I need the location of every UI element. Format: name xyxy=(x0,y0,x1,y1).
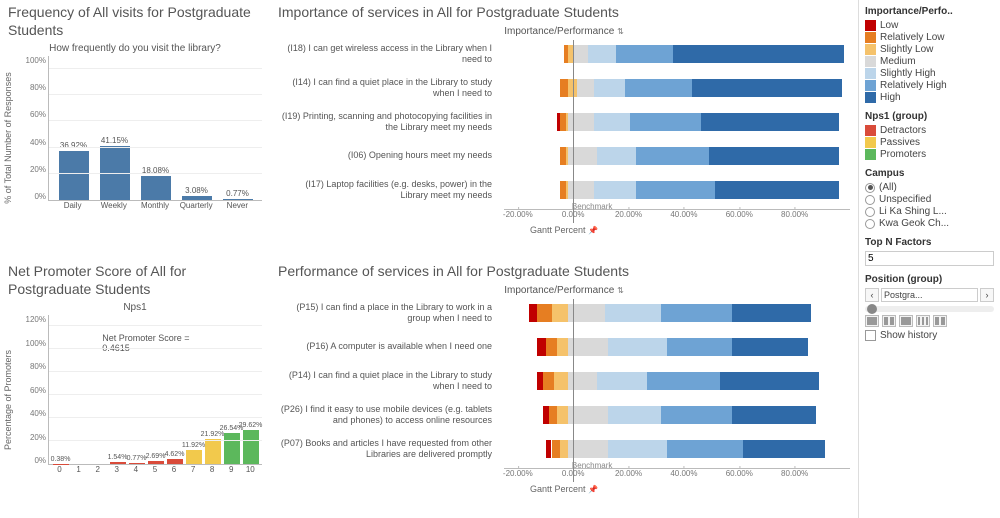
nps-subtitle: Nps1 xyxy=(8,302,262,313)
stack-row-label: (P15) I can find a place in the Library … xyxy=(278,302,498,323)
nps-plot[interactable]: Net Promoter Score = 0.4615 0.38%1.54%0.… xyxy=(48,315,262,465)
stack-row-label: (I17) Laptop facilities (e.g. desks, pow… xyxy=(278,179,498,200)
frequency-bar[interactable] xyxy=(59,151,89,200)
frequency-y-label: % of Total Number of Responses xyxy=(3,72,13,203)
pin-icon: 📌 xyxy=(588,226,598,235)
campus-option[interactable]: Kwa Geok Ch... xyxy=(865,218,994,229)
stack-bar[interactable] xyxy=(498,336,850,358)
nps-note: Net Promoter Score = 0.4615 xyxy=(102,333,209,353)
playback-icons[interactable] xyxy=(865,315,994,327)
pin-icon: 📌 xyxy=(588,485,598,494)
performance-plot[interactable]: (P15) I can find a place in the Library … xyxy=(278,298,850,468)
stack-bar[interactable] xyxy=(498,404,850,426)
legend-item[interactable]: Slightly High xyxy=(865,68,994,79)
frequency-plot[interactable]: 36.92%41.15%18.08%3.08%0.77% xyxy=(48,56,262,201)
performance-panel: Performance of services in All for Postg… xyxy=(270,259,858,518)
legend-item[interactable]: High xyxy=(865,92,994,103)
legend-item[interactable]: Low xyxy=(865,20,994,31)
nps-bar[interactable] xyxy=(129,463,145,464)
stack-row-label: (P14) I can find a quiet place in the Li… xyxy=(278,370,498,391)
position-next-button[interactable]: › xyxy=(980,288,994,302)
stack-row-label: (I14) I can find a quiet place in the Li… xyxy=(278,77,498,98)
stack-row-label: (P26) I find it easy to use mobile devic… xyxy=(278,404,498,425)
stack-bar[interactable] xyxy=(498,145,850,167)
position-slider[interactable] xyxy=(865,306,994,312)
stack-bar[interactable] xyxy=(498,77,850,99)
frequency-subtitle: How frequently do you visit the library? xyxy=(8,43,262,54)
nps-bar[interactable] xyxy=(110,462,126,464)
performance-title: Performance of services in All for Postg… xyxy=(278,263,850,281)
stack-bar[interactable]: Benchmark xyxy=(498,179,850,201)
legend-importance: Importance/Perfo.. LowRelatively LowSlig… xyxy=(865,6,994,103)
position-select[interactable]: Postgra... xyxy=(881,288,978,302)
stack-bar[interactable] xyxy=(498,302,850,324)
frequency-bar[interactable] xyxy=(223,199,253,200)
stack-row-label: (I19) Printing, scanning and photocopyin… xyxy=(278,111,498,132)
importance-panel: Importance of services in All for Postgr… xyxy=(270,0,858,259)
nps-bar[interactable] xyxy=(148,461,164,464)
stack-row-label: (P16) A computer is available when I nee… xyxy=(278,341,498,351)
frequency-bar[interactable] xyxy=(141,176,171,200)
stack-bar[interactable] xyxy=(498,111,850,133)
campus-option[interactable]: (All) xyxy=(865,182,994,193)
nps-title: Net Promoter Score of All for Postgradua… xyxy=(8,263,262,298)
legend-item[interactable]: Relatively Low xyxy=(865,32,994,43)
sidebar: Importance/Perfo.. LowRelatively LowSlig… xyxy=(858,0,1000,518)
stack-row-label: (I06) Opening hours meet my needs xyxy=(278,150,498,160)
legend-nps: Nps1 (group) DetractorsPassivesPromoters xyxy=(865,111,994,160)
nps-y-label: Percentage of Promoters xyxy=(3,349,13,449)
nps-bar[interactable] xyxy=(186,450,202,464)
position-prev-button[interactable]: ‹ xyxy=(865,288,879,302)
stack-row-label: (P07) Books and articles I have requeste… xyxy=(278,438,498,459)
legend-item[interactable]: Relatively High xyxy=(865,80,994,91)
stack-bar[interactable] xyxy=(498,370,850,392)
importance-plot[interactable]: (I18) I can get wireless access in the L… xyxy=(278,39,850,209)
show-history-checkbox[interactable] xyxy=(865,330,876,341)
nps-bar[interactable] xyxy=(205,439,221,464)
stack-bar[interactable] xyxy=(498,43,850,65)
nps-bar[interactable] xyxy=(224,433,240,464)
stack-bar[interactable]: Benchmark xyxy=(498,438,850,460)
legend-item[interactable]: Medium xyxy=(865,56,994,67)
frequency-title: Frequency of All visits for Postgraduate… xyxy=(8,4,262,39)
frequency-bar[interactable] xyxy=(182,196,212,200)
sort-icon[interactable]: ⇅ xyxy=(617,27,624,36)
frequency-panel: Frequency of All visits for Postgraduate… xyxy=(0,0,270,259)
importance-title: Importance of services in All for Postgr… xyxy=(278,4,850,22)
sort-icon[interactable]: ⇅ xyxy=(617,286,624,295)
legend-item[interactable]: Slightly Low xyxy=(865,44,994,55)
nps-panel: Net Promoter Score of All for Postgradua… xyxy=(0,259,270,518)
nps-bar[interactable] xyxy=(167,459,183,464)
topn-input[interactable] xyxy=(865,251,994,266)
legend-item[interactable]: Detractors xyxy=(865,125,994,136)
campus-option[interactable]: Li Ka Shing L... xyxy=(865,206,994,217)
stack-row-label: (I18) I can get wireless access in the L… xyxy=(278,43,498,64)
legend-item[interactable]: Passives xyxy=(865,137,994,148)
campus-filter: Campus (All)UnspecifiedLi Ka Shing L...K… xyxy=(865,168,994,229)
legend-item[interactable]: Promoters xyxy=(865,149,994,160)
campus-option[interactable]: Unspecified xyxy=(865,194,994,205)
nps-bar[interactable] xyxy=(243,430,259,464)
